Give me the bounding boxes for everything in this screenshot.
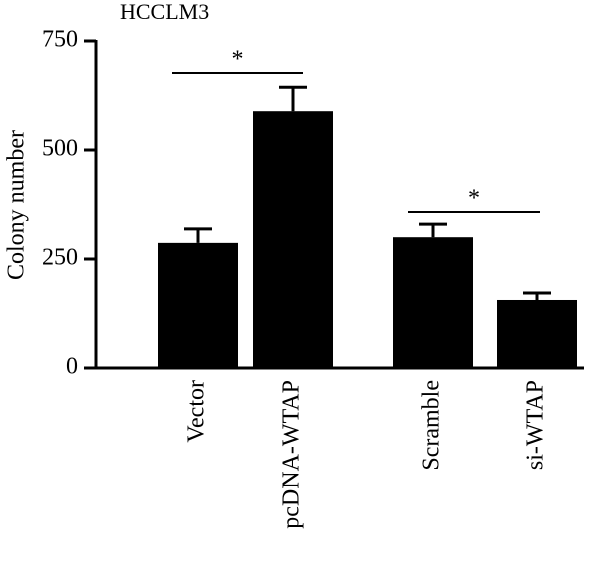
bar (253, 111, 333, 369)
x-tick-label: pcDNA-WTAP (279, 380, 305, 529)
y-tick-label: 750 (42, 27, 78, 53)
significance-label: * (468, 186, 480, 212)
y-axis-label: Colony number (4, 130, 30, 280)
chart-title: HCCLM3 (120, 0, 209, 24)
x-tick-label: Scramble (419, 380, 445, 471)
bar (393, 237, 473, 368)
error-bar (184, 227, 212, 243)
y-tick-label: 0 (66, 354, 78, 380)
significance-label: * (232, 47, 244, 73)
error-bar (523, 291, 551, 300)
bar (158, 242, 238, 368)
y-tick-label: 250 (42, 245, 78, 271)
x-tick-label: si-WTAP (523, 380, 549, 470)
error-bar (419, 222, 447, 238)
y-tick-label: 500 (42, 136, 78, 162)
error-bar (279, 85, 307, 112)
bar (497, 299, 577, 368)
x-tick-label: Vector (184, 380, 210, 443)
